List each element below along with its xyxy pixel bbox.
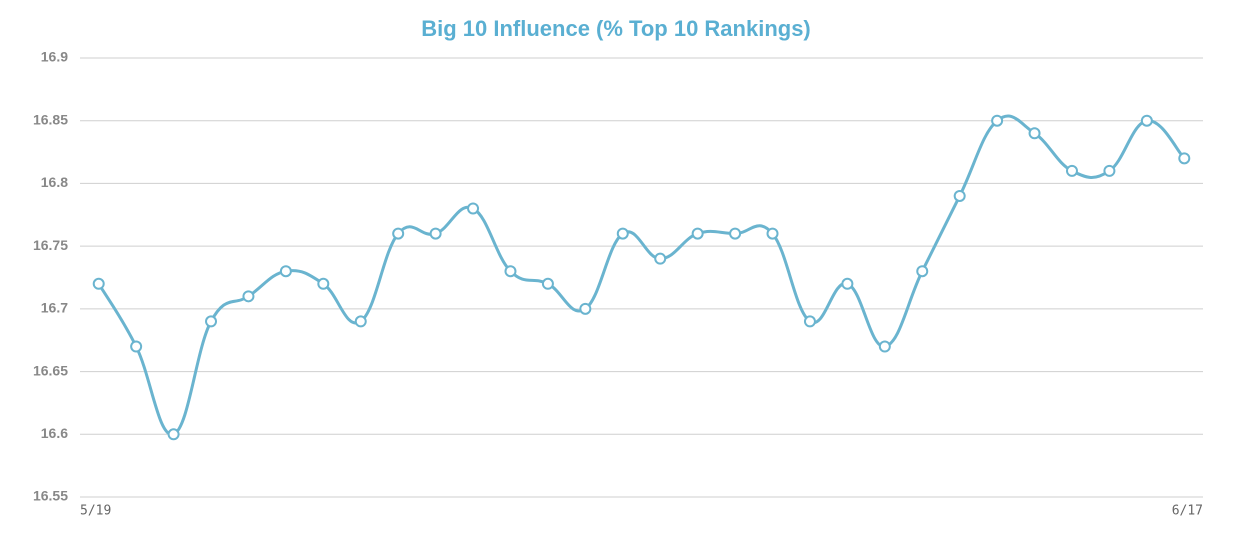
data-point <box>991 114 1004 127</box>
data-point <box>354 315 367 328</box>
data-point <box>279 265 292 278</box>
data-point <box>205 315 218 328</box>
y-tick-label: 16.9 <box>41 49 68 65</box>
data-point <box>167 428 180 441</box>
y-tick-label: 16.75 <box>33 237 68 253</box>
y-tick-label: 16.7 <box>41 300 68 316</box>
y-tick-label: 16.65 <box>33 362 68 378</box>
data-point <box>467 202 480 215</box>
data-point <box>1140 114 1153 127</box>
data-point <box>1178 152 1191 165</box>
x-tick-label: 5/19 <box>80 504 111 519</box>
data-point <box>953 189 966 202</box>
data-point <box>579 302 592 315</box>
data-point <box>317 277 330 290</box>
data-point <box>92 277 105 290</box>
chart-title: Big 10 Influence (% Top 10 Rankings) <box>421 16 811 41</box>
data-point <box>729 227 742 240</box>
data-point <box>242 290 255 303</box>
y-tick-label: 16.6 <box>41 425 68 441</box>
data-point <box>130 340 143 353</box>
x-tick-label: 6/17 <box>1172 504 1203 519</box>
data-point <box>1103 164 1116 177</box>
data-point <box>1065 164 1078 177</box>
y-tick-label: 16.55 <box>33 488 68 504</box>
data-point <box>504 265 517 278</box>
y-tick-label: 16.8 <box>41 174 68 190</box>
data-point <box>803 315 816 328</box>
data-point <box>878 340 891 353</box>
data-point <box>916 265 929 278</box>
data-point <box>616 227 629 240</box>
data-point <box>654 252 667 265</box>
data-line <box>97 114 1186 436</box>
data-point <box>392 227 405 240</box>
data-point <box>429 227 442 240</box>
data-point <box>541 277 554 290</box>
y-tick-label: 16.85 <box>33 111 68 127</box>
data-point <box>1028 127 1041 140</box>
data-point <box>841 277 854 290</box>
data-point <box>766 227 779 240</box>
data-point <box>691 227 704 240</box>
